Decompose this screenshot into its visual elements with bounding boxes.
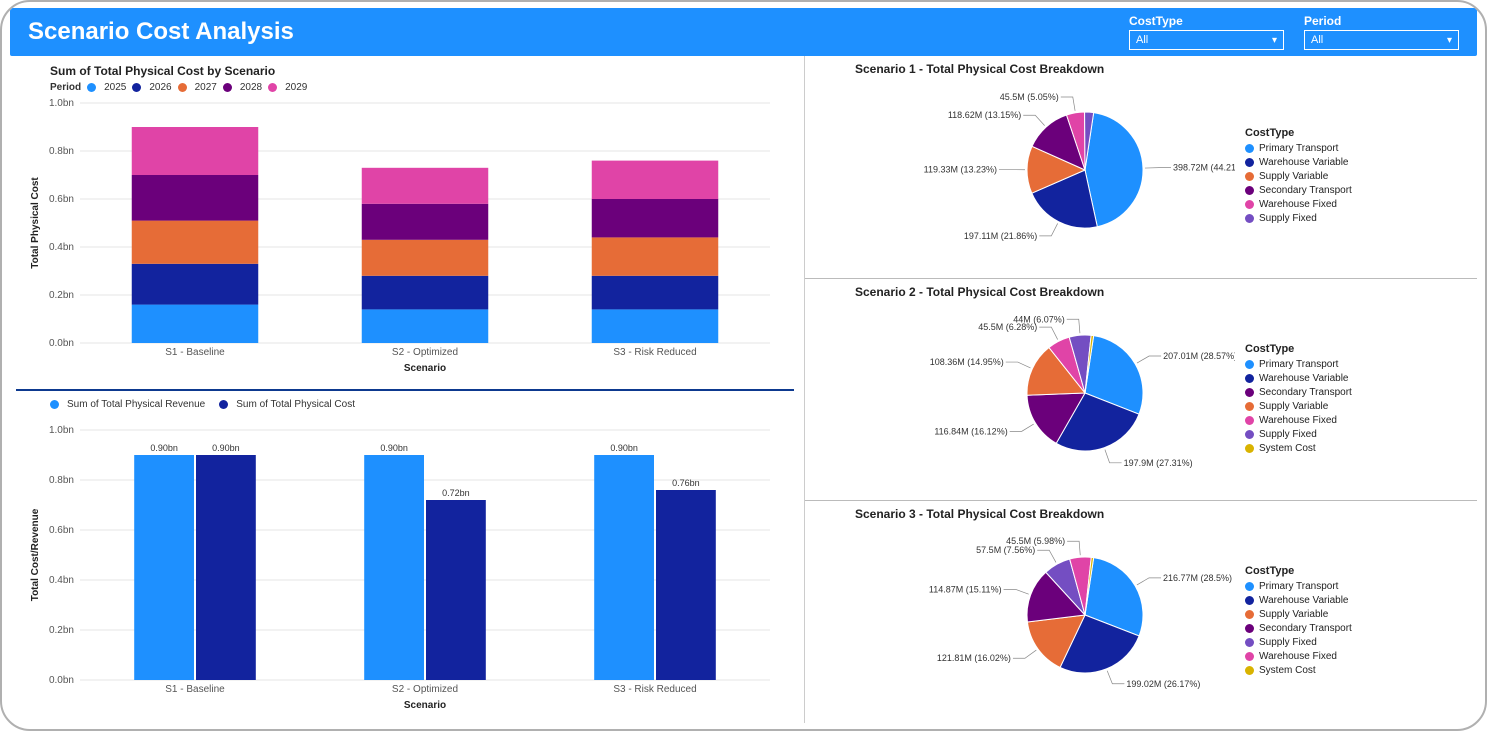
pie-legend: CostTypePrimary TransportWarehouse Varia… (1245, 565, 1352, 679)
svg-text:0.8bn: 0.8bn (49, 475, 74, 486)
svg-text:S2 - Optimized: S2 - Optimized (392, 347, 458, 358)
filter-costtype-label: CostType (1129, 14, 1284, 28)
pie-title: Scenario 1 - Total Physical Cost Breakdo… (855, 62, 1467, 76)
svg-text:45.5M (5.05%): 45.5M (5.05%) (1000, 92, 1059, 102)
svg-text:0.8bn: 0.8bn (49, 146, 74, 157)
pie-legend-item[interactable]: Primary Transport (1245, 581, 1352, 592)
pie-chart[interactable]: 207.01M (28.57%) 197.9M (27.31%) 116.84M (… (855, 301, 1235, 481)
pie-legend-item[interactable]: Warehouse Variable (1245, 157, 1352, 168)
svg-text:0.6bn: 0.6bn (49, 525, 74, 536)
svg-text:114.87M (15.11%): 114.87M (15.11%) (929, 585, 1002, 595)
pie-legend-item[interactable]: Warehouse Variable (1245, 595, 1352, 606)
pie-legend-item[interactable]: Supply Fixed (1245, 429, 1352, 440)
svg-text:S1 - Baseline: S1 - Baseline (165, 684, 225, 695)
svg-text:0.90bn: 0.90bn (150, 443, 178, 453)
svg-text:398.72M (44.21%): 398.72M (44.21%) (1173, 163, 1235, 173)
svg-text:121.81M (16.02%): 121.81M (16.02%) (937, 654, 1011, 664)
svg-text:44M (6.07%): 44M (6.07%) (1013, 314, 1065, 324)
stacked-chart-title: Sum of Total Physical Cost by Scenario (50, 64, 790, 78)
chevron-down-icon: ▾ (1447, 35, 1452, 46)
stacked-bar-chart[interactable]: 0.0bn 0.2bn 0.4bn 0.6bn 0.8bn 1.0bn S1 - Basel… (20, 93, 790, 373)
svg-text:216.77M (28.5%): 216.77M (28.5%) (1163, 573, 1232, 583)
pie-legend-item[interactable]: System Cost (1245, 443, 1352, 454)
pie-panel-3: Scenario 3 - Total Physical Cost Breakdo… (805, 501, 1477, 723)
filter-costtype: CostType All ▾ (1129, 14, 1284, 50)
pie-legend-item[interactable]: Primary Transport (1245, 359, 1352, 370)
header-bar: Scenario Cost Analysis CostType All ▾ Pe… (10, 8, 1477, 56)
filter-costtype-select[interactable]: All ▾ (1129, 30, 1284, 50)
svg-text:Total Cost/Revenue: Total Cost/Revenue (30, 508, 41, 601)
svg-text:0.2bn: 0.2bn (49, 290, 74, 301)
svg-text:0.4bn: 0.4bn (49, 242, 74, 253)
pie-panel-1: Scenario 1 - Total Physical Cost Breakdo… (805, 56, 1477, 279)
pie-title: Scenario 2 - Total Physical Cost Breakdo… (855, 285, 1467, 299)
svg-text:S3 - Risk Reduced: S3 - Risk Reduced (613, 347, 696, 358)
filter-period-value: All (1311, 34, 1323, 46)
svg-text:197.9M (27.31%): 197.9M (27.31%) (1124, 457, 1193, 467)
page-title: Scenario Cost Analysis (28, 18, 1109, 46)
pie-legend-item[interactable]: Warehouse Fixed (1245, 651, 1352, 662)
pie-legend-item[interactable]: Warehouse Variable (1245, 373, 1352, 384)
svg-text:S3 - Risk Reduced: S3 - Risk Reduced (613, 684, 696, 695)
svg-text:199.02M (26.17%): 199.02M (26.17%) (1126, 679, 1200, 689)
pie-legend: CostTypePrimary TransportWarehouse Varia… (1245, 127, 1352, 227)
svg-text:0.90bn: 0.90bn (212, 443, 240, 453)
svg-text:197.11M (21.86%): 197.11M (21.86%) (964, 231, 1037, 241)
pie-legend-item[interactable]: Secondary Transport (1245, 387, 1352, 398)
svg-text:119.33M (13.23%): 119.33M (13.23%) (924, 165, 997, 175)
svg-text:0.6bn: 0.6bn (49, 194, 74, 205)
svg-text:45.5M (5.98%): 45.5M (5.98%) (1006, 537, 1065, 547)
grouped-bar-panel: Sum of Total Physical RevenueSum of Tota… (10, 391, 800, 724)
pie-legend-item[interactable]: Warehouse Fixed (1245, 415, 1352, 426)
svg-text:Scenario: Scenario (404, 363, 446, 373)
svg-text:118.62M (13.15%): 118.62M (13.15%) (948, 110, 1021, 120)
pie-legend-item[interactable]: Warehouse Fixed (1245, 199, 1352, 210)
pie-legend-item[interactable]: Primary Transport (1245, 143, 1352, 154)
stacked-chart-legend: Period20252026202720282029 (50, 82, 790, 93)
svg-text:0.0bn: 0.0bn (49, 338, 74, 349)
grouped-chart-legend: Sum of Total Physical RevenueSum of Tota… (50, 399, 790, 410)
svg-text:S1 - Baseline: S1 - Baseline (165, 347, 225, 358)
svg-text:57.5M (7.56%): 57.5M (7.56%) (976, 546, 1035, 556)
filter-period-select[interactable]: All ▾ (1304, 30, 1459, 50)
svg-text:0.4bn: 0.4bn (49, 575, 74, 586)
pie-title: Scenario 3 - Total Physical Cost Breakdo… (855, 507, 1467, 521)
pie-legend-item[interactable]: Supply Fixed (1245, 637, 1352, 648)
dashboard-frame: Scenario Cost Analysis CostType All ▾ Pe… (0, 0, 1487, 731)
pie-legend-item[interactable]: Supply Variable (1245, 401, 1352, 412)
pie-legend-item[interactable]: Secondary Transport (1245, 185, 1352, 196)
svg-text:1.0bn: 1.0bn (49, 425, 74, 436)
pie-legend-item[interactable]: System Cost (1245, 665, 1352, 676)
svg-text:Total Physical Cost: Total Physical Cost (30, 177, 41, 269)
filter-period-label: Period (1304, 14, 1459, 28)
svg-text:108.36M (14.95%): 108.36M (14.95%) (930, 357, 1004, 367)
filter-period: Period All ▾ (1304, 14, 1459, 50)
pie-legend-item[interactable]: Supply Variable (1245, 609, 1352, 620)
svg-text:0.90bn: 0.90bn (380, 443, 408, 453)
stacked-bar-panel: Sum of Total Physical Cost by Scenario P… (10, 56, 800, 389)
svg-text:0.2bn: 0.2bn (49, 625, 74, 636)
svg-text:S2 - Optimized: S2 - Optimized (392, 684, 458, 695)
pie-panel-2: Scenario 2 - Total Physical Cost Breakdo… (805, 279, 1477, 502)
svg-text:0.0bn: 0.0bn (49, 675, 74, 686)
pie-chart[interactable]: 216.77M (28.5%) 199.02M (26.17%) 121.81M (… (855, 523, 1235, 703)
svg-text:0.90bn: 0.90bn (610, 443, 638, 453)
svg-text:116.84M (16.12%): 116.84M (16.12%) (934, 426, 1007, 436)
pie-legend-item[interactable]: Secondary Transport (1245, 623, 1352, 634)
svg-text:Scenario: Scenario (404, 700, 446, 710)
pie-legend-item[interactable]: Supply Variable (1245, 171, 1352, 182)
grouped-bar-chart[interactable]: 0.0bn 0.2bn 0.4bn 0.6bn 0.8bn 1.0bn 0.90bn 0.90… (20, 410, 790, 710)
svg-text:0.72bn: 0.72bn (442, 488, 470, 498)
svg-text:0.76bn: 0.76bn (672, 478, 700, 488)
svg-text:1.0bn: 1.0bn (49, 98, 74, 109)
pie-chart[interactable]: 398.72M (44.21%) 197.11M (21.86%) 119.33M … (855, 78, 1235, 258)
content-area: Sum of Total Physical Cost by Scenario P… (10, 56, 1477, 723)
pie-legend-item[interactable]: Supply Fixed (1245, 213, 1352, 224)
filter-costtype-value: All (1136, 34, 1148, 46)
chevron-down-icon: ▾ (1272, 35, 1277, 46)
right-column: Scenario 1 - Total Physical Cost Breakdo… (804, 56, 1477, 723)
pie-legend: CostTypePrimary TransportWarehouse Varia… (1245, 343, 1352, 457)
svg-text:207.01M (28.57%): 207.01M (28.57%) (1163, 351, 1235, 361)
left-column: Sum of Total Physical Cost by Scenario P… (10, 56, 800, 723)
